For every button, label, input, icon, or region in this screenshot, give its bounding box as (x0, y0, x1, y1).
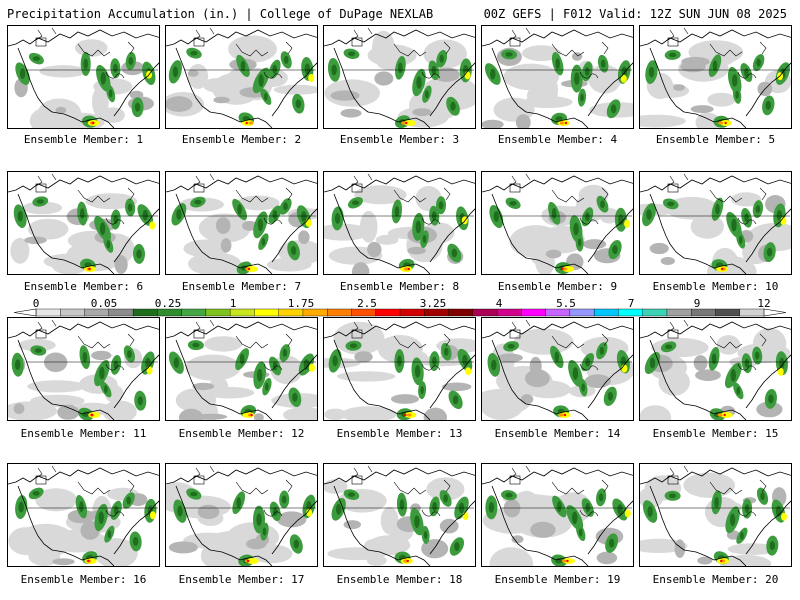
colorbar-swatch (691, 308, 716, 317)
colorbar-swatch (327, 308, 352, 317)
ensemble-member-label: Ensemble Member: 7 (181, 280, 302, 293)
ensemble-member-map (639, 171, 792, 275)
colorbar-swatch (666, 308, 692, 317)
ensemble-member-map (165, 463, 318, 567)
colorbar-tick-label: 0.05 (90, 297, 118, 310)
colorbar-swatch (35, 308, 61, 317)
colorbar-swatch (472, 308, 498, 317)
ensemble-member-label: Ensemble Member: 14 (494, 427, 621, 440)
ensemble-member-label: Ensemble Member: 15 (652, 427, 779, 440)
model-run-info: 00Z GEFS | F012 Valid: 12Z SUN JUN 08 20… (483, 7, 787, 21)
colorbar-swatch (157, 308, 183, 317)
ensemble-member-map (323, 25, 476, 129)
colorbar-swatch (229, 308, 255, 317)
ensemble-member-label: Ensemble Member: 1 (23, 133, 144, 146)
ensemble-member-label: Ensemble Member: 20 (652, 573, 779, 586)
ensemble-member-map (165, 171, 318, 275)
colorbar-swatch (715, 308, 741, 317)
ensemble-member-map (639, 25, 792, 129)
ensemble-member-label: Ensemble Member: 2 (181, 133, 302, 146)
colorbar-swatch (375, 308, 401, 317)
ensemble-member-map (323, 463, 476, 567)
colorbar-swatch (108, 308, 134, 317)
ensemble-member-label: Ensemble Member: 8 (339, 280, 460, 293)
colorbar-min-arrow (13, 308, 37, 317)
colorbar-swatch (351, 308, 377, 317)
colorbar-tick-label: 9 (693, 297, 701, 310)
colorbar-swatch (84, 308, 110, 317)
ensemble-member-label: Ensemble Member: 13 (336, 427, 463, 440)
ensemble-member-label: Ensemble Member: 4 (497, 133, 618, 146)
precip-colorbar (13, 308, 787, 317)
ensemble-member-label: Ensemble Member: 11 (20, 427, 147, 440)
colorbar-swatch (302, 308, 328, 317)
colorbar-swatch (399, 308, 425, 317)
ensemble-member-label: Ensemble Member: 9 (497, 280, 618, 293)
ensemble-member-map (639, 463, 792, 567)
ensemble-member-label: Ensemble Member: 17 (178, 573, 305, 586)
colorbar-swatch (448, 308, 474, 317)
colorbar-tick-label: 7 (627, 297, 635, 310)
colorbar-tick-label: 1.75 (287, 297, 315, 310)
colorbar-swatch (132, 308, 158, 317)
colorbar-tick-label: 3.25 (419, 297, 447, 310)
ensemble-member-label: Ensemble Member: 6 (23, 280, 144, 293)
colorbar-swatch (424, 308, 450, 317)
ensemble-member-label: Ensemble Member: 10 (652, 280, 779, 293)
colorbar-swatch (618, 308, 644, 317)
colorbar-tick-label: 4 (495, 297, 503, 310)
ensemble-member-map (481, 171, 634, 275)
ensemble-member-label: Ensemble Member: 12 (178, 427, 305, 440)
ensemble-member-map (481, 25, 634, 129)
colorbar-tick-label: 12 (757, 297, 771, 310)
colorbar-swatch (205, 308, 231, 317)
colorbar-swatch (278, 308, 304, 317)
ensemble-member-label: Ensemble Member: 18 (336, 573, 463, 586)
colorbar-swatch (181, 308, 207, 317)
colorbar-swatch (545, 308, 571, 317)
ensemble-member-map (639, 317, 792, 421)
colorbar-swatch (569, 308, 595, 317)
ensemble-member-map (165, 25, 318, 129)
colorbar-swatch (593, 308, 619, 317)
ensemble-member-map (7, 171, 160, 275)
colorbar-swatch (739, 308, 765, 317)
colorbar-tick-label: 0.25 (154, 297, 182, 310)
ensemble-member-label: Ensemble Member: 16 (20, 573, 147, 586)
colorbar-max-arrow (763, 308, 787, 317)
colorbar-tick-label: 1 (229, 297, 237, 310)
colorbar-tick-label: 2.5 (357, 297, 377, 310)
colorbar-swatch (60, 308, 86, 317)
ensemble-member-map (323, 317, 476, 421)
ensemble-member-map (481, 317, 634, 421)
ensemble-member-map (7, 463, 160, 567)
ensemble-member-map (7, 25, 160, 129)
colorbar-tick-label: 5.5 (556, 297, 576, 310)
ensemble-member-map (7, 317, 160, 421)
colorbar-swatch (496, 308, 522, 317)
ensemble-member-map (165, 317, 318, 421)
colorbar-tick-label: 0 (32, 297, 40, 310)
colorbar-swatch (254, 308, 280, 317)
colorbar-swatch (521, 308, 547, 317)
ensemble-member-label: Ensemble Member: 5 (655, 133, 776, 146)
ensemble-member-label: Ensemble Member: 19 (494, 573, 621, 586)
colorbar-swatch (642, 308, 668, 317)
ensemble-member-map (323, 171, 476, 275)
ensemble-member-map (481, 463, 634, 567)
ensemble-member-label: Ensemble Member: 3 (339, 133, 460, 146)
map-title: Precipitation Accumulation (in.) | Colle… (7, 7, 434, 21)
